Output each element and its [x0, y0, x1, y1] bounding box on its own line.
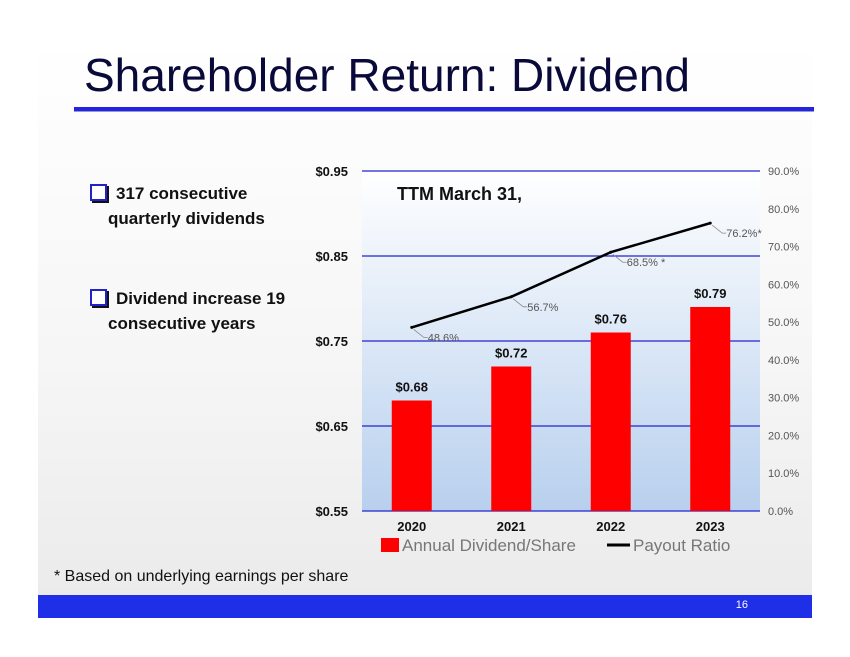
y-left-tick-label: $0.85 — [315, 249, 348, 264]
x-tick-label: 2023 — [696, 519, 725, 534]
chart-legend: Annual Dividend/Share Payout Ratio — [381, 536, 730, 555]
bullet-item-increase: Dividend increase 19 consecutive years — [90, 286, 300, 336]
line-point — [410, 325, 414, 329]
y-left-tick-label: $0.75 — [315, 334, 348, 349]
x-tick-label: 2022 — [596, 519, 625, 534]
leader-line — [612, 253, 627, 263]
bullet-text: 317 consecutive quarterly dividends — [108, 184, 265, 228]
line-value-label: 48.6% — [428, 332, 459, 344]
line-point — [509, 295, 513, 299]
bullet-item-dividends: 317 consecutive quarterly dividends — [90, 181, 300, 231]
leader-line — [513, 298, 528, 308]
y-right-tick-label: 70.0% — [768, 242, 799, 254]
page-number: 16 — [735, 599, 748, 611]
footnote: * Based on underlying earnings per share — [54, 568, 349, 585]
y-right-tick-label: 90.0% — [768, 166, 799, 178]
data-labels: $0.68 $0.72 $0.76 $0.79 48.6% 56.7% 68.5% * 76.… — [395, 224, 762, 395]
bar — [690, 307, 731, 511]
y-left-tick-label: $0.55 — [315, 504, 348, 519]
bar — [590, 332, 631, 511]
line-point — [609, 250, 613, 254]
bar-value-label: $0.76 — [594, 312, 627, 327]
title-underline-shadow — [74, 111, 814, 112]
line-series — [410, 221, 712, 329]
y-left-tick-label: $0.65 — [315, 419, 348, 434]
y-right-tick-label: 30.0% — [768, 393, 799, 405]
axis-tick-labels: $0.55 $0.65 $0.75 $0.85 $0.95 0.0% 10.0% 20.0% 3… — [315, 164, 799, 534]
bar — [391, 400, 432, 511]
y-right-tick-label: 10.0% — [768, 468, 799, 480]
footer-bar: 16 — [38, 595, 812, 618]
bar-value-label: $0.72 — [495, 346, 528, 361]
page-title: Shareholder Return: Dividend — [84, 49, 691, 101]
x-tick-label: 2021 — [497, 519, 526, 534]
checkbox-bullet-icon — [90, 289, 107, 306]
line-value-label: 56.7% — [527, 302, 558, 314]
y-right-tick-label: 0.0% — [768, 506, 793, 518]
line-point — [708, 221, 712, 225]
y-left-tick-label: $0.95 — [315, 164, 348, 179]
leader-line — [413, 329, 428, 338]
line-value-label: 76.2%* — [726, 228, 762, 240]
payout-ratio-line — [411, 221, 711, 329]
leader-line — [712, 224, 727, 234]
bar-value-label: $0.79 — [694, 286, 727, 301]
bar — [491, 366, 532, 511]
checkbox-bullet-icon — [90, 184, 107, 201]
y-right-tick-label: 20.0% — [768, 430, 799, 442]
line-value-label: 68.5% * — [627, 257, 666, 269]
x-tick-label: 2020 — [397, 519, 426, 534]
legend-label-line: Payout Ratio — [633, 536, 730, 555]
bar-value-label: $0.68 — [395, 380, 428, 395]
title-underline — [74, 107, 814, 111]
bullet-text: Dividend increase 19 consecutive years — [108, 289, 286, 333]
legend-label-bar: Annual Dividend/Share — [402, 536, 576, 555]
y-right-tick-label: 60.0% — [768, 279, 799, 291]
y-right-tick-label: 80.0% — [768, 204, 799, 216]
y-right-tick-label: 50.0% — [768, 317, 799, 329]
chart-annotation: TTM March 31, — [397, 184, 522, 204]
bar-series — [391, 307, 731, 511]
y-right-tick-label: 40.0% — [768, 355, 799, 367]
legend-swatch-bar — [381, 538, 399, 552]
